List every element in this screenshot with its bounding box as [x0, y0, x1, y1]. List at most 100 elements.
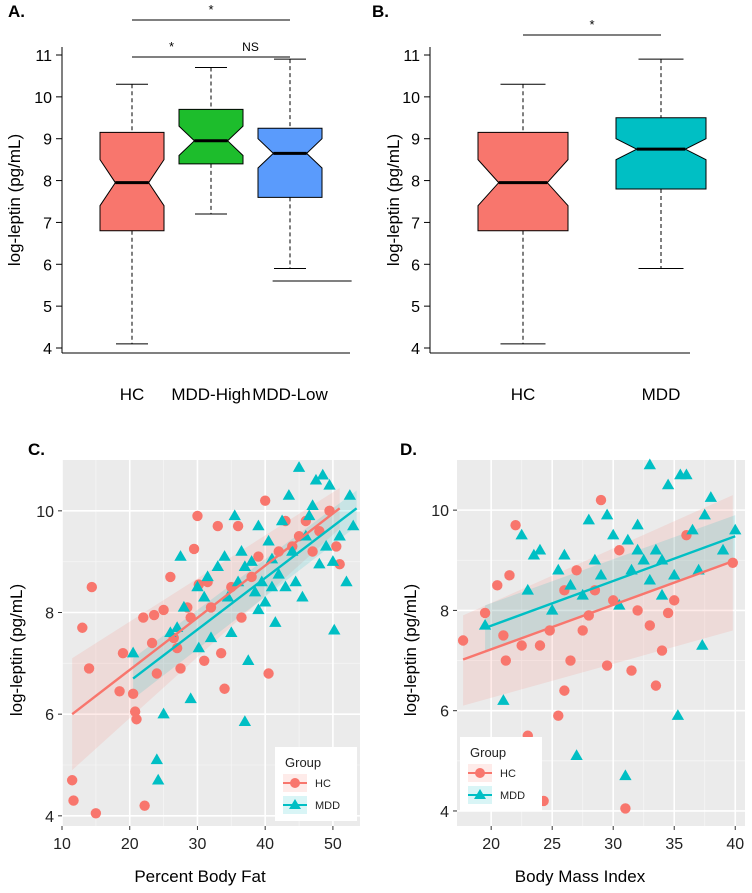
- panel-b-y-tick-label: 5: [411, 299, 420, 316]
- panel-d-x-tick-label: 35: [665, 836, 683, 853]
- data-point-mdd: [621, 533, 635, 545]
- data-point-hc: [500, 655, 512, 666]
- panel-b-y-tick-label: 4: [411, 341, 420, 358]
- data-point-hc: [148, 609, 160, 621]
- data-point-hc: [662, 607, 674, 619]
- data-point-mdd: [309, 473, 323, 485]
- data-point-mdd: [303, 509, 316, 521]
- panel-b-y-tick-label: 7: [411, 215, 420, 232]
- data-point-hc: [259, 495, 271, 506]
- panel-d-scatter: D. log-leptin (pg/mL) Body Mass Index 20…: [400, 440, 745, 886]
- data-point-mdd: [698, 508, 711, 520]
- data-point-mdd: [533, 543, 547, 555]
- data-point-mdd: [576, 588, 589, 600]
- panel-a-y-tick-label: 9: [43, 132, 52, 149]
- data-point-mdd: [151, 773, 165, 785]
- data-point-mdd: [170, 621, 184, 632]
- panel-c-y-tick-label: 4: [45, 809, 54, 826]
- data-point-mdd: [347, 519, 360, 531]
- data-point-hc: [534, 640, 546, 651]
- panel-b-y-tick-label: 9: [411, 132, 420, 149]
- significance-label: NS: [242, 40, 259, 54]
- data-point-mdd: [729, 523, 742, 535]
- panel-a-ylabel: log-leptin (pg/mL): [5, 134, 24, 266]
- panel-a-boxplot: A. log-leptin (pg/mL) 4 5 6 7 8 9 10 11 HC MDD-Hi…: [5, 2, 352, 404]
- data-point-hc: [219, 683, 230, 694]
- panel-c-legend-title: Group: [285, 755, 321, 770]
- panel-c-y-tick-label: 10: [36, 504, 54, 521]
- data-point-mdd: [157, 707, 170, 719]
- data-point-hc: [212, 520, 223, 532]
- panel-a-y-tick-label: 8: [43, 174, 52, 191]
- data-point-mdd: [238, 715, 252, 727]
- data-point-mdd: [289, 575, 302, 587]
- panel-d-xlabel: Body Mass Index: [515, 867, 646, 886]
- data-point-mdd: [570, 749, 583, 761]
- data-point-mdd: [680, 468, 693, 480]
- data-point-mdd: [191, 580, 204, 592]
- data-point-mdd: [201, 570, 214, 582]
- data-point-hc: [86, 581, 98, 593]
- data-point-mdd: [177, 600, 191, 612]
- category-label-mdd: MDD: [642, 385, 681, 404]
- panel-d-x-tick-label: 20: [482, 836, 500, 853]
- data-point-mdd: [661, 478, 675, 490]
- data-point-mdd: [594, 568, 608, 580]
- data-point-mdd: [564, 578, 577, 590]
- legend-entry-mdd: MDD: [500, 790, 525, 802]
- data-point-mdd: [515, 528, 528, 540]
- data-point-mdd: [686, 523, 699, 535]
- data-point-hc: [457, 635, 469, 646]
- legend-entry-hc: HC: [500, 768, 516, 780]
- data-point-mdd: [252, 519, 265, 531]
- panel-b-y-tick-label: 11: [403, 48, 420, 65]
- data-point-mdd: [292, 461, 306, 472]
- panel-d-x-tick-label: 40: [726, 836, 744, 853]
- data-point-hc: [114, 686, 125, 697]
- category-label-mdd-high: MDD-High: [171, 385, 250, 404]
- data-point-hc: [727, 557, 738, 568]
- data-point-hc: [479, 607, 491, 619]
- data-point-hc: [644, 620, 656, 631]
- data-point-mdd: [296, 590, 309, 602]
- data-point-mdd: [631, 518, 644, 530]
- panel-c-x-tick-label: 10: [53, 836, 71, 853]
- panel-d-label: D.: [400, 440, 417, 459]
- data-point-hc: [131, 714, 142, 725]
- data-point-mdd: [198, 590, 211, 602]
- data-point-mdd: [588, 553, 602, 565]
- panel-c-scatter: C. log-leptin (pg/mL) Percent Body Fat 1…: [7, 440, 360, 886]
- significance-label: *: [589, 17, 594, 32]
- data-point-mdd: [242, 654, 255, 666]
- panel-d-x-tick-label: 25: [543, 836, 561, 853]
- category-label-hc: HC: [120, 385, 145, 404]
- data-point-hc: [577, 625, 588, 636]
- data-point-mdd: [704, 491, 718, 502]
- panel-c-label: C.: [28, 440, 45, 459]
- data-point-hc: [236, 612, 247, 623]
- data-point-mdd: [333, 529, 346, 541]
- data-point-hc: [151, 668, 163, 679]
- panel-a-y-tick-label: 10: [34, 90, 52, 107]
- data-point-mdd: [582, 513, 595, 525]
- data-point-mdd: [637, 553, 650, 565]
- data-point-hc: [516, 640, 527, 651]
- data-point-hc: [571, 565, 582, 576]
- panel-b-ylabel: log-leptin (pg/mL): [384, 134, 403, 266]
- data-point-mdd: [228, 509, 241, 521]
- data-point-hc: [175, 663, 186, 674]
- data-point-hc: [559, 685, 570, 696]
- data-point-hc: [66, 775, 78, 786]
- panel-d-y-tick-label: 4: [440, 804, 449, 821]
- data-point-mdd: [643, 573, 656, 585]
- panel-b-y-tick-label: 10: [402, 90, 420, 107]
- data-point-hc: [139, 800, 150, 811]
- data-point-mdd: [497, 694, 510, 705]
- data-point-mdd: [340, 575, 353, 587]
- data-point-mdd: [218, 550, 231, 561]
- data-point-mdd: [607, 528, 620, 540]
- data-point-hc: [90, 808, 102, 819]
- data-point-hc: [215, 647, 227, 659]
- data-point-hc: [565, 655, 576, 666]
